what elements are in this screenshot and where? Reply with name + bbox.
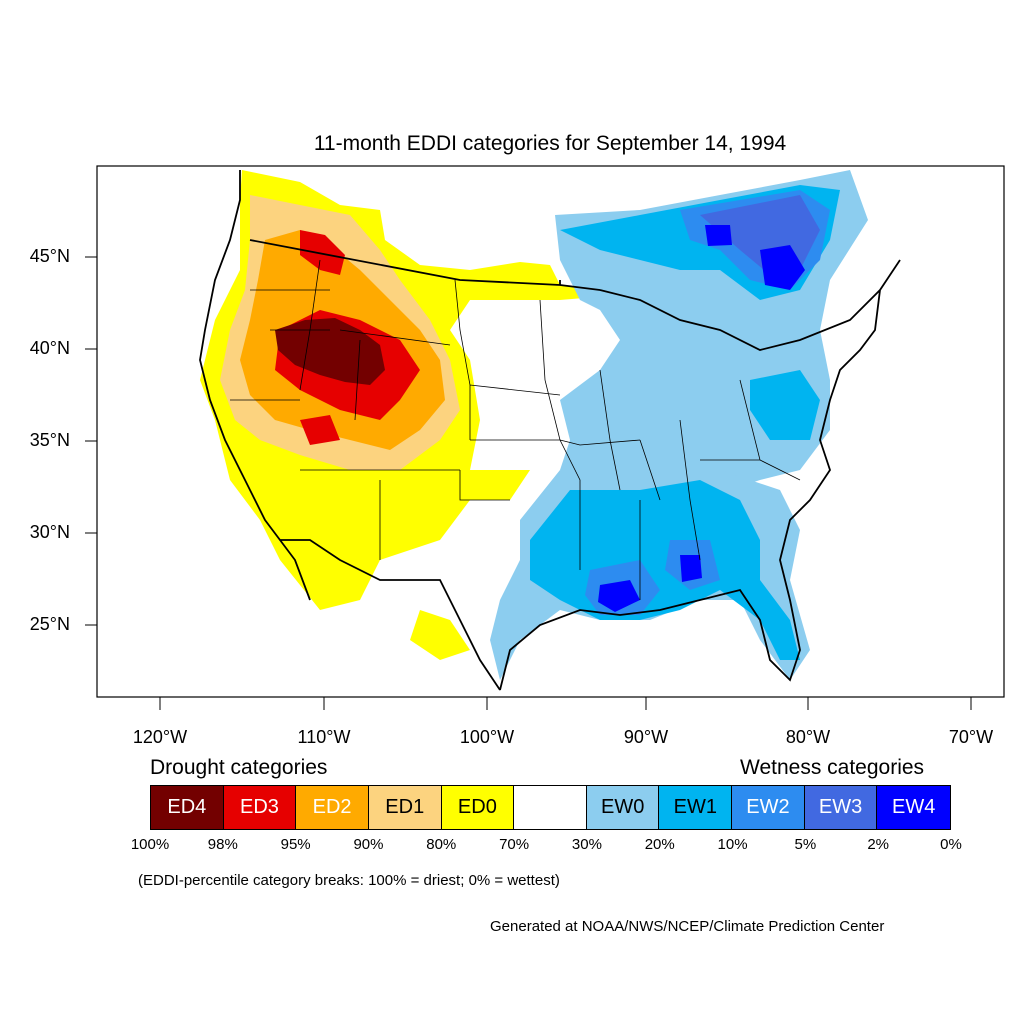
break-label: 20% <box>644 836 675 853</box>
lon-label-70: 70°W <box>948 727 994 747</box>
legend-box-ew2: EW2 <box>732 786 805 829</box>
break-label: 10% <box>717 836 748 853</box>
break-label: 90% <box>353 836 384 853</box>
break-label: 0% <box>940 836 962 853</box>
legend-box-ed1: ED1 <box>368 786 442 829</box>
ew4-region <box>598 225 805 612</box>
lat-label-40: 40°N <box>29 338 70 358</box>
legend-box-ew0: EW0 <box>586 786 660 829</box>
drought-heading: Drought categories <box>150 756 328 779</box>
ed0-south-patch <box>410 610 470 660</box>
state-boundaries <box>230 259 801 600</box>
legend-box-neutral <box>514 786 587 829</box>
break-label: 98% <box>207 836 238 853</box>
lat-label-25: 25°N <box>29 614 70 634</box>
lon-label-100: 100°W <box>459 727 515 747</box>
ew1-midwest <box>750 370 820 440</box>
us-outline <box>199 170 901 691</box>
legend-box-ew4: EW4 <box>877 786 951 829</box>
category-colorbar: ED4 ED3 ED2 ED1 ED0 EW0 EW1 EW2 EW3 EW4 <box>150 785 951 830</box>
map-title: 11-month EDDI categories for September 1… <box>313 132 787 155</box>
lat-label-35: 35°N <box>29 430 70 450</box>
axis-ticks <box>85 256 972 710</box>
lon-label-110: 110°W <box>297 727 351 747</box>
lon-label-120: 120°W <box>132 727 188 747</box>
legend-box-ed3: ED3 <box>223 786 297 829</box>
break-label: 70% <box>499 836 530 853</box>
legend-box-ew1: EW1 <box>659 786 733 829</box>
lat-label-30: 30°N <box>29 522 70 542</box>
legend-box-ed2: ED2 <box>296 786 369 829</box>
break-label: 95% <box>280 836 311 853</box>
ed4-region <box>275 318 385 385</box>
break-label: 80% <box>426 836 457 853</box>
break-label: 30% <box>571 836 602 853</box>
break-label: 5% <box>794 836 817 853</box>
wetness-heading: Wetness categories <box>740 756 925 779</box>
credit-line: Generated at NOAA/NWS/NCEP/Climate Predi… <box>490 918 885 935</box>
lon-label-90: 90°W <box>623 727 669 747</box>
map-frame <box>96 165 1005 698</box>
lat-label-45: 45°N <box>29 246 70 266</box>
break-label: 100% <box>130 836 170 853</box>
lon-label-80: 80°W <box>785 727 831 747</box>
legend-box-ed4: ED4 <box>151 786 224 829</box>
legend-box-ew3: EW3 <box>804 786 878 829</box>
legend-box-ed0: ED0 <box>441 786 515 829</box>
category-note: (EDDI-percentile category breaks: 100% =… <box>138 872 560 889</box>
break-label: 2% <box>867 836 890 853</box>
